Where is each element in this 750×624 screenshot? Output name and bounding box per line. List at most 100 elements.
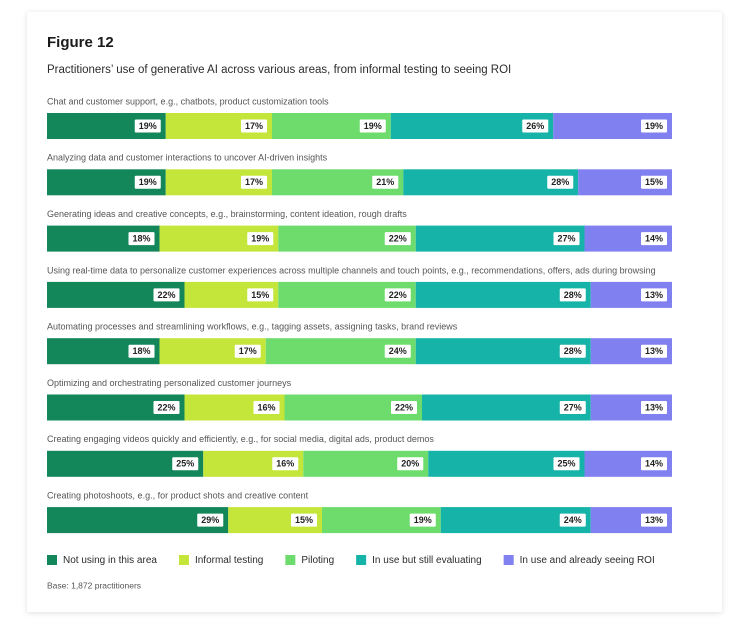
- legend-swatch: [47, 555, 57, 565]
- value-label-box: [553, 232, 580, 246]
- value-label: 17%: [239, 346, 257, 356]
- value-label-box: [384, 288, 411, 302]
- value-label: 19%: [251, 233, 269, 243]
- footnote: Base: 1,872 practitioners: [47, 580, 141, 590]
- value-label: 19%: [364, 121, 382, 131]
- value-label-box: [241, 119, 267, 133]
- value-label: 15%: [295, 515, 313, 525]
- value-label: 25%: [557, 459, 575, 469]
- value-label-box: [197, 513, 224, 527]
- value-label: 20%: [401, 459, 419, 469]
- value-label: 19%: [414, 515, 432, 525]
- value-label-box: [253, 401, 280, 414]
- value-label-box: [291, 513, 317, 527]
- category-label: Generating ideas and creative concepts, …: [47, 209, 407, 219]
- value-label: 22%: [395, 402, 413, 412]
- value-label-box: [397, 457, 424, 471]
- chart-title: Figure 12: [47, 34, 114, 51]
- legend-label: In use and already seeing ROI: [520, 555, 655, 566]
- value-label-box: [641, 457, 667, 471]
- value-label: 14%: [645, 233, 663, 243]
- value-label: 19%: [139, 177, 157, 187]
- value-label-box: [134, 175, 161, 189]
- value-label-box: [559, 344, 586, 358]
- value-label-box: [641, 288, 667, 302]
- value-label: 21%: [376, 177, 394, 187]
- category-label: Optimizing and orchestrating personalize…: [47, 378, 292, 388]
- value-label-box: [547, 175, 574, 189]
- value-label: 17%: [245, 121, 263, 131]
- legend-swatch: [285, 555, 296, 565]
- value-label: 13%: [645, 515, 663, 525]
- category-label: Using real-time data to personalize cust…: [47, 265, 656, 275]
- value-label: 27%: [557, 233, 575, 243]
- value-label: 22%: [157, 402, 175, 412]
- value-label: 18%: [132, 233, 150, 243]
- value-label: 19%: [139, 121, 157, 131]
- value-label-box: [247, 288, 274, 302]
- value-label-box: [522, 119, 549, 133]
- value-label: 22%: [389, 290, 407, 300]
- value-label-box: [409, 513, 436, 527]
- value-label-box: [391, 401, 417, 414]
- value-label-box: [641, 119, 667, 133]
- legend-swatch: [178, 555, 189, 565]
- category-label: Chat and customer support, e.g., chatbot…: [47, 96, 329, 106]
- legend-label: Not using in this area: [63, 555, 157, 566]
- value-label: 25%: [176, 459, 194, 469]
- legend-swatch: [503, 555, 514, 565]
- value-label: 15%: [645, 177, 663, 187]
- value-label: 29%: [201, 515, 219, 525]
- value-label-box: [641, 513, 667, 527]
- value-label-box: [272, 457, 299, 471]
- value-label-box: [384, 344, 411, 358]
- legend-label: Informal testing: [195, 555, 263, 566]
- value-label: 27%: [564, 402, 582, 412]
- value-label-box: [172, 457, 199, 471]
- value-label: 18%: [132, 346, 150, 356]
- value-label: 28%: [551, 177, 569, 187]
- value-label-box: [234, 344, 261, 358]
- value-label: 22%: [389, 233, 407, 243]
- value-label-box: [641, 175, 667, 189]
- value-label: 15%: [251, 290, 269, 300]
- value-label: 24%: [564, 515, 582, 525]
- category-label: Analyzing data and customer interactions…: [47, 153, 328, 163]
- value-label-box: [128, 344, 155, 358]
- value-label-box: [359, 119, 386, 133]
- value-label-box: [372, 175, 399, 189]
- value-label-box: [641, 344, 667, 358]
- value-label-box: [153, 401, 180, 414]
- value-label: 13%: [645, 402, 663, 412]
- value-label: 22%: [157, 290, 175, 300]
- category-label: Creating photoshoots, e.g., for product …: [47, 490, 309, 500]
- value-label: 28%: [564, 290, 582, 300]
- chart-subtitle: Practitioners’ use of generative AI acro…: [47, 64, 511, 76]
- legend-label: Piloting: [301, 555, 334, 566]
- legend-label: In use but still evaluating: [372, 555, 482, 566]
- value-label-box: [247, 232, 274, 246]
- value-label-box: [153, 288, 180, 302]
- value-label: 16%: [257, 402, 275, 412]
- value-label: 19%: [645, 121, 663, 131]
- value-label-box: [128, 232, 155, 246]
- value-label: 28%: [564, 346, 582, 356]
- value-label-box: [641, 401, 667, 414]
- value-label: 24%: [389, 346, 407, 356]
- value-label-box: [559, 401, 586, 414]
- value-label-box: [641, 232, 667, 246]
- value-label-box: [559, 288, 586, 302]
- category-label: Creating engaging videos quickly and eff…: [47, 434, 434, 444]
- value-label: 14%: [645, 459, 663, 469]
- value-label-box: [134, 119, 161, 133]
- value-label: 17%: [245, 177, 263, 187]
- value-label: 26%: [526, 121, 544, 131]
- value-label-box: [384, 232, 411, 246]
- value-label-box: [241, 175, 267, 189]
- value-label-box: [559, 513, 586, 527]
- value-label: 13%: [645, 346, 663, 356]
- category-label: Automating processes and streamlining wo…: [47, 322, 458, 332]
- legend-swatch: [356, 555, 367, 565]
